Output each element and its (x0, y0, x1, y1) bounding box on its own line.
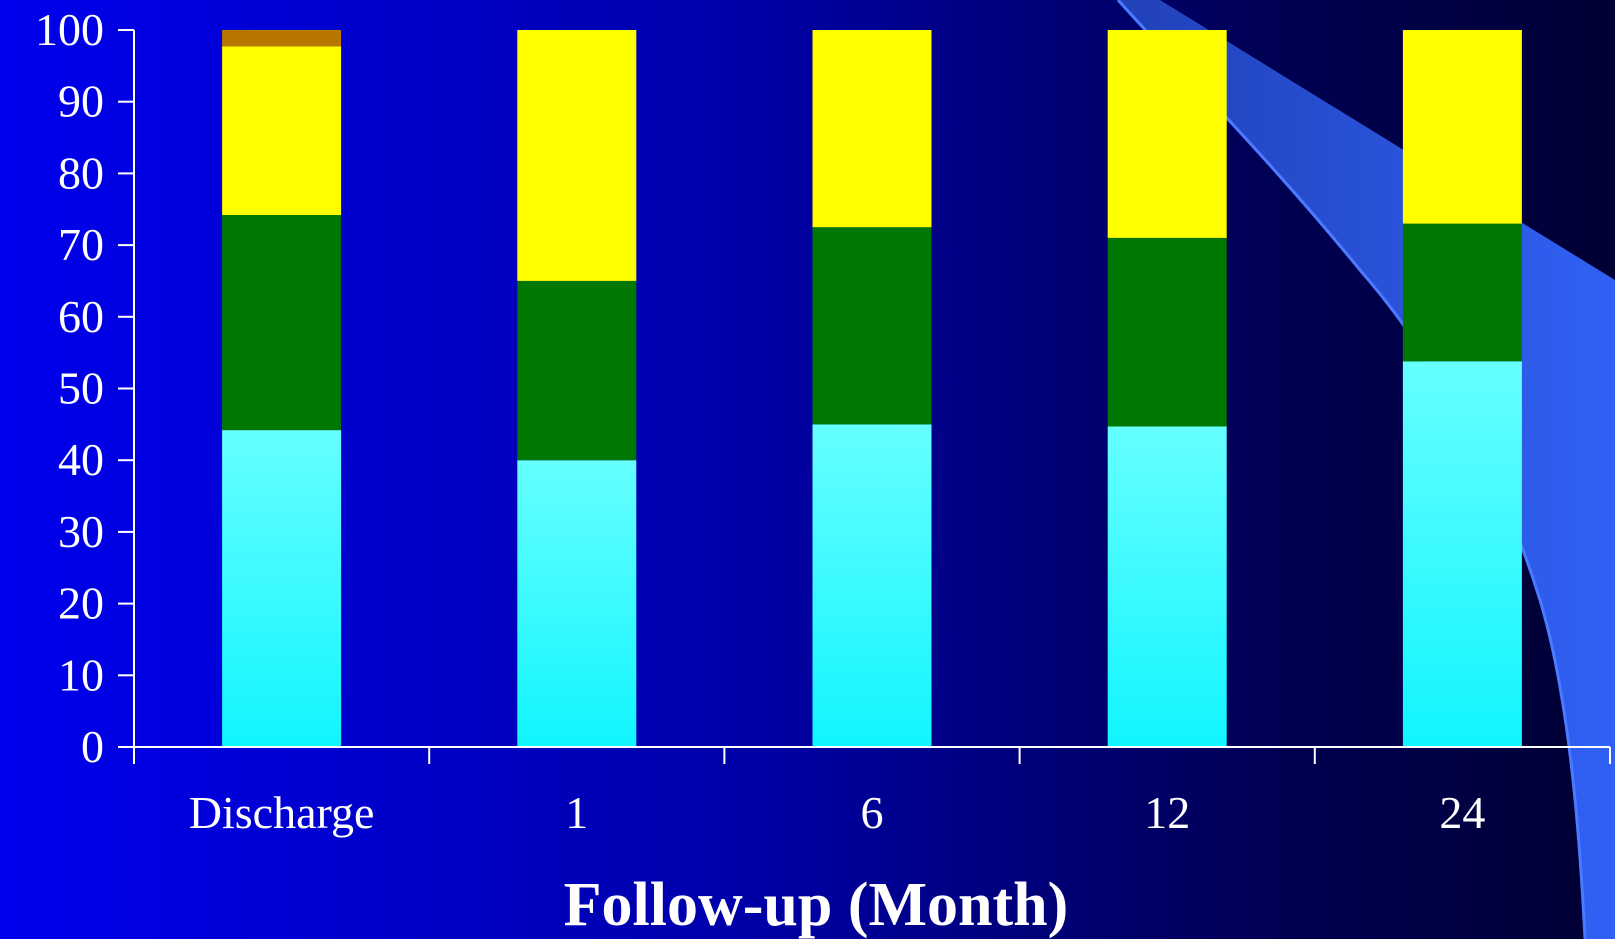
bar-segment-series-1-6 (813, 424, 932, 747)
bar-segment-series-2-12 (1108, 238, 1227, 427)
y-tick-label: 30 (58, 506, 104, 557)
bar-segment-series-1-24 (1403, 361, 1522, 747)
bar-segment-series-1-1 (517, 460, 636, 747)
x-tick-label: Discharge (189, 787, 375, 838)
y-tick-label: 100 (35, 4, 104, 55)
bar-segment-series-2-6 (813, 227, 932, 424)
x-tick-label: 6 (861, 787, 884, 838)
bar-segment-series-3-6 (813, 30, 932, 227)
y-tick-label: 20 (58, 578, 104, 629)
x-tick-label: 12 (1144, 787, 1190, 838)
y-tick-label: 90 (58, 76, 104, 127)
bar-segment-series-2-24 (1403, 224, 1522, 362)
bar-segment-series-4-discharge (222, 30, 341, 47)
x-tick-label: 1 (565, 787, 588, 838)
bar-segment-series-3-24 (1403, 30, 1522, 224)
y-tick-label: 70 (58, 219, 104, 270)
y-tick-label: 0 (81, 721, 104, 772)
bar-segment-series-2-discharge (222, 215, 341, 430)
bar-segment-series-3-12 (1108, 30, 1227, 238)
y-tick-label: 10 (58, 649, 104, 700)
y-tick-label: 40 (58, 434, 104, 485)
bar-segment-series-1-12 (1108, 427, 1227, 748)
bar-segment-series-3-discharge (222, 47, 341, 216)
bar-segment-series-3-1 (517, 30, 636, 281)
x-axis-title: Follow-up (Month) (564, 871, 1069, 939)
y-tick-label: 60 (58, 291, 104, 342)
bar-segment-series-2-1 (517, 281, 636, 460)
y-tick-label: 80 (58, 147, 104, 198)
bar-segment-series-1-discharge (222, 430, 341, 747)
y-tick-label: 50 (58, 363, 104, 414)
x-tick-label: 24 (1439, 787, 1485, 838)
